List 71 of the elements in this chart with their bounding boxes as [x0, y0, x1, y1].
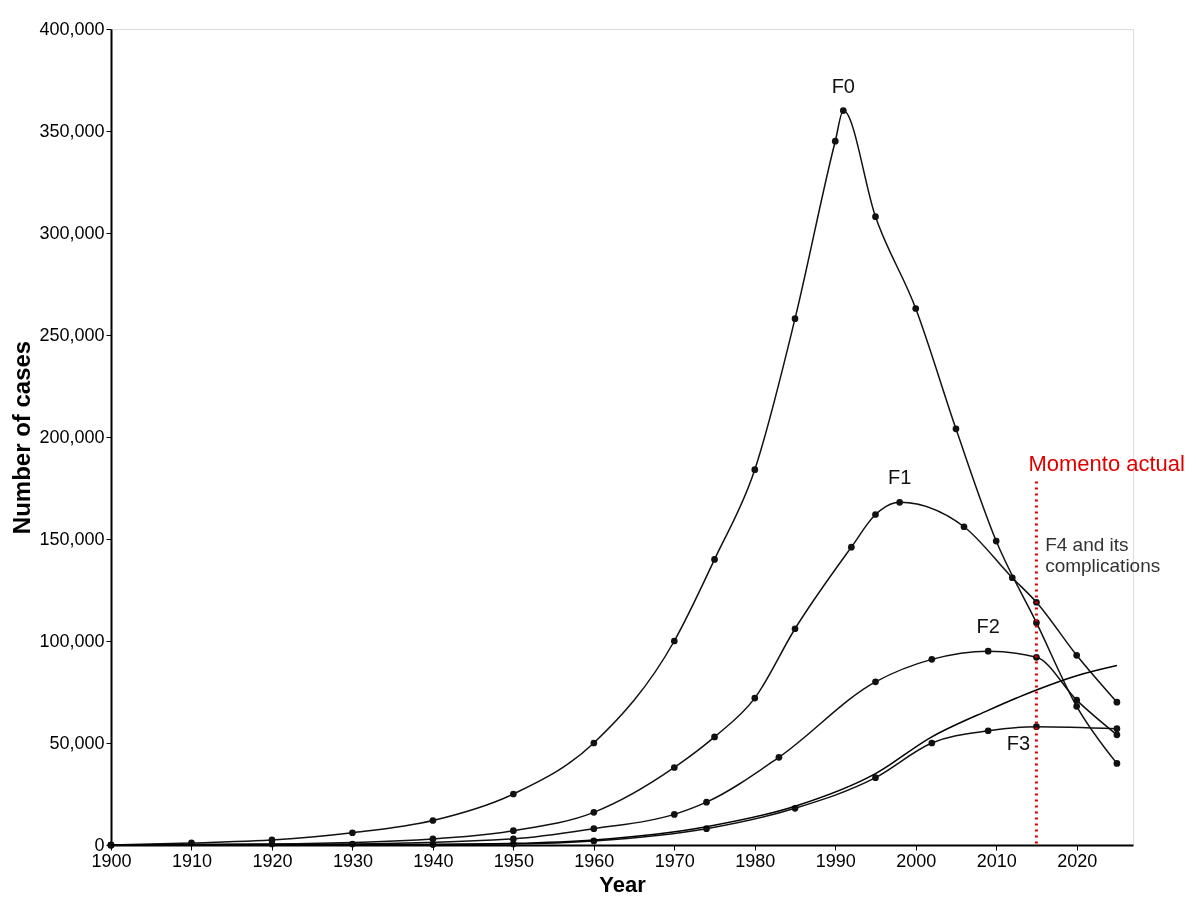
point [992, 537, 1000, 545]
point [872, 678, 879, 686]
point [1008, 574, 1016, 582]
point [928, 656, 936, 663]
point [1113, 725, 1121, 733]
point [670, 637, 678, 645]
point [896, 498, 903, 506]
ref-line-label: Momento actual [1028, 450, 1185, 476]
point [912, 305, 920, 312]
point [590, 809, 598, 816]
y-tick-label: 50,000 [49, 732, 105, 753]
y-tick-label: 200,000 [39, 426, 105, 447]
point [984, 727, 992, 735]
point [1113, 731, 1121, 739]
x-tick-label: 1990 [815, 850, 856, 871]
point [1113, 698, 1121, 706]
point [831, 137, 839, 145]
point [1073, 651, 1081, 659]
y-tick-label: 400,000 [39, 18, 105, 39]
x-tick-label: 2000 [896, 850, 937, 871]
x-tick-label: 2020 [1057, 850, 1098, 871]
point [510, 790, 517, 798]
point [711, 733, 718, 741]
series-label: F3 [1006, 731, 1031, 754]
x-tick-label: 1970 [654, 850, 695, 871]
series-label: F0 [831, 74, 855, 97]
point [1113, 760, 1121, 767]
point [952, 425, 960, 433]
point [590, 825, 598, 833]
point [670, 764, 678, 771]
y-tick-label: 250,000 [39, 324, 105, 345]
point [872, 511, 879, 518]
y-tick-label: 150,000 [39, 528, 105, 549]
point [775, 753, 783, 761]
x-tick-label: 1980 [735, 850, 776, 871]
point [429, 817, 437, 824]
x-tick-label: 1950 [493, 850, 534, 871]
y-tick-label: 350,000 [39, 120, 105, 141]
x-axis-title: Year [599, 871, 647, 897]
x-tick-label: 1960 [574, 850, 615, 871]
point [1073, 702, 1081, 710]
point [670, 811, 678, 818]
point [847, 543, 855, 551]
point [703, 798, 710, 806]
point [791, 625, 799, 633]
point [791, 315, 799, 323]
point [928, 739, 936, 747]
point [510, 835, 517, 843]
x-tick-label: 2010 [976, 850, 1017, 871]
point [872, 774, 879, 782]
point [349, 829, 356, 837]
point [751, 466, 759, 473]
x-tick-label: 1910 [171, 850, 212, 871]
point [1073, 696, 1081, 704]
point [751, 694, 759, 702]
y-tick-label: 300,000 [39, 222, 105, 243]
annotation: F4 and its complications [1045, 533, 1161, 576]
point [590, 739, 598, 747]
point [711, 556, 718, 563]
point [510, 827, 517, 835]
point [872, 213, 879, 221]
y-axis-title: Number of cases [8, 340, 36, 535]
series-label: F2 [976, 615, 1000, 638]
series-label: F1 [887, 466, 912, 489]
point [960, 523, 968, 531]
x-tick-label: 1930 [332, 850, 373, 871]
x-tick-label: 1920 [252, 850, 293, 871]
point [984, 647, 992, 655]
point [839, 107, 847, 114]
x-tick-label: 1940 [413, 850, 454, 871]
y-tick-label: 100,000 [39, 630, 105, 651]
